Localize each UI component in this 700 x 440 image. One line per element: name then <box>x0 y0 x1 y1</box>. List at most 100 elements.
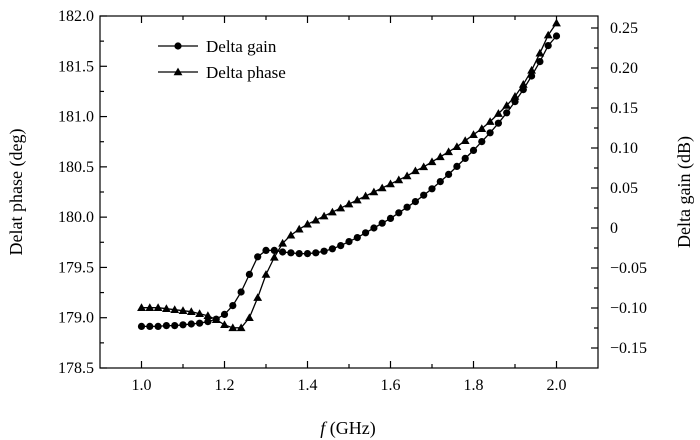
data-point-delta-gain <box>337 242 345 250</box>
data-point-delta-phase <box>286 230 296 239</box>
y-axis-left-title: Delat phase (deg) <box>6 129 27 256</box>
data-point-delta-gain <box>154 322 162 330</box>
legend: Delta gain Delta phase <box>158 37 286 82</box>
legend-marker <box>173 67 183 76</box>
data-point-delta-phase <box>253 293 263 301</box>
data-point-delta-phase <box>269 252 279 261</box>
data-point-delta-gain <box>279 248 287 256</box>
data-point-delta-phase <box>469 130 478 138</box>
data-point-delta-gain <box>469 146 478 154</box>
y-right-tick-label: −0.05 <box>610 260 647 277</box>
data-point-delta-gain <box>287 249 295 257</box>
data-point-delta-phase <box>211 315 221 324</box>
data-point-delta-phase <box>394 175 404 184</box>
data-point-delta-phase <box>444 147 453 156</box>
y-left-tick-label: 179.5 <box>58 259 94 276</box>
axes: 1.0 1.2 1.4 1.6 1.8 2.0 178.5 179.0 179.5 180.0 18… <box>58 8 647 394</box>
data-point-delta-phase <box>245 313 254 322</box>
data-point-delta-phase <box>311 215 321 224</box>
series-delta-phase <box>137 18 561 332</box>
data-point-delta-gain <box>137 322 146 330</box>
y-right-tick-label: 0.10 <box>610 140 638 157</box>
plot-area <box>137 18 561 332</box>
data-point-delta-phase <box>477 124 487 132</box>
data-point-delta-gain <box>220 310 229 318</box>
y-left-tick-label: 178.5 <box>58 360 94 377</box>
data-point-delta-phase <box>319 211 329 220</box>
data-point-delta-phase <box>427 157 437 166</box>
legend-item-delta-gain: Delta gain <box>158 37 277 56</box>
data-point-delta-gain <box>395 209 403 217</box>
data-point-delta-phase <box>344 199 354 208</box>
data-point-delta-phase <box>452 142 462 151</box>
data-point-delta-phase <box>485 117 495 125</box>
data-point-delta-gain <box>445 170 453 178</box>
x-axis-title-symbol: f <box>320 418 328 438</box>
data-point-delta-phase <box>377 183 387 192</box>
data-point-delta-phase <box>195 309 204 317</box>
series-line-delta-gain <box>141 35 557 328</box>
data-point-delta-phase <box>137 303 146 311</box>
data-point-delta-phase <box>294 224 304 233</box>
data-point-delta-phase <box>535 48 545 57</box>
data-point-delta-gain <box>461 154 469 162</box>
data-point-delta-phase <box>228 323 238 332</box>
legend-label: Delta gain <box>206 37 277 56</box>
data-point-delta-phase <box>336 203 346 212</box>
data-point-delta-phase <box>419 162 429 171</box>
data-point-delta-gain <box>204 318 212 326</box>
series-delta-gain <box>137 32 561 330</box>
data-point-delta-phase <box>411 166 420 175</box>
data-point-delta-phase <box>186 307 196 315</box>
y-right-tick-label: −0.15 <box>610 340 647 357</box>
y-left-tick-label: 181.5 <box>58 58 94 75</box>
data-point-delta-gain <box>245 270 253 278</box>
data-point-delta-gain <box>428 185 436 193</box>
data-point-delta-gain <box>353 234 361 242</box>
y-left-tick-label: 182.0 <box>58 8 94 25</box>
data-point-delta-phase <box>153 303 163 311</box>
data-point-delta-gain <box>362 229 370 237</box>
data-point-delta-phase <box>145 303 155 311</box>
data-point-delta-gain <box>179 321 187 329</box>
data-point-delta-phase <box>236 323 246 332</box>
data-point-delta-gain <box>478 138 486 146</box>
y-right-tick-label: 0 <box>610 220 618 237</box>
data-point-delta-gain <box>544 42 552 50</box>
data-point-delta-gain <box>511 98 519 106</box>
data-point-delta-phase <box>303 219 312 228</box>
data-point-delta-gain <box>254 253 262 261</box>
legend-item-delta-phase: Delta phase <box>158 63 286 82</box>
data-point-delta-gain <box>486 129 494 137</box>
y-left-tick-label: 179.0 <box>58 310 94 327</box>
data-point-delta-gain <box>303 250 312 258</box>
data-point-delta-phase <box>328 207 337 216</box>
y-right-tick-label: 0.20 <box>610 60 638 77</box>
data-point-delta-gain <box>552 32 561 40</box>
data-point-delta-phase <box>220 320 229 329</box>
data-point-delta-gain <box>237 288 245 296</box>
data-point-delta-gain <box>386 214 395 222</box>
data-point-delta-gain <box>403 203 411 211</box>
data-point-delta-phase <box>162 304 171 312</box>
x-tick-label: 1.2 <box>215 377 235 394</box>
y-left-tick-label: 180.0 <box>58 209 94 226</box>
data-point-delta-gain <box>270 246 278 254</box>
data-point-delta-phase <box>527 65 536 74</box>
y-right-tick-label: −0.10 <box>610 300 647 317</box>
data-point-delta-gain <box>229 302 237 310</box>
data-point-delta-gain <box>312 249 320 257</box>
data-point-delta-gain <box>146 322 154 330</box>
y-axis-right-title: Delta gain (dB) <box>674 136 695 248</box>
y-left-tick-label: 180.5 <box>58 159 94 176</box>
y-right-tick-label: 0.25 <box>610 20 638 37</box>
data-point-delta-phase <box>178 306 188 314</box>
data-point-delta-phase <box>402 171 412 180</box>
x-tick-label: 2.0 <box>547 377 567 394</box>
data-point-delta-phase <box>203 311 213 320</box>
data-point-delta-gain <box>420 191 428 199</box>
data-point-delta-gain <box>370 224 378 232</box>
x-axis-title-unit: (GHz) <box>325 418 375 439</box>
data-point-delta-gain <box>171 322 179 330</box>
